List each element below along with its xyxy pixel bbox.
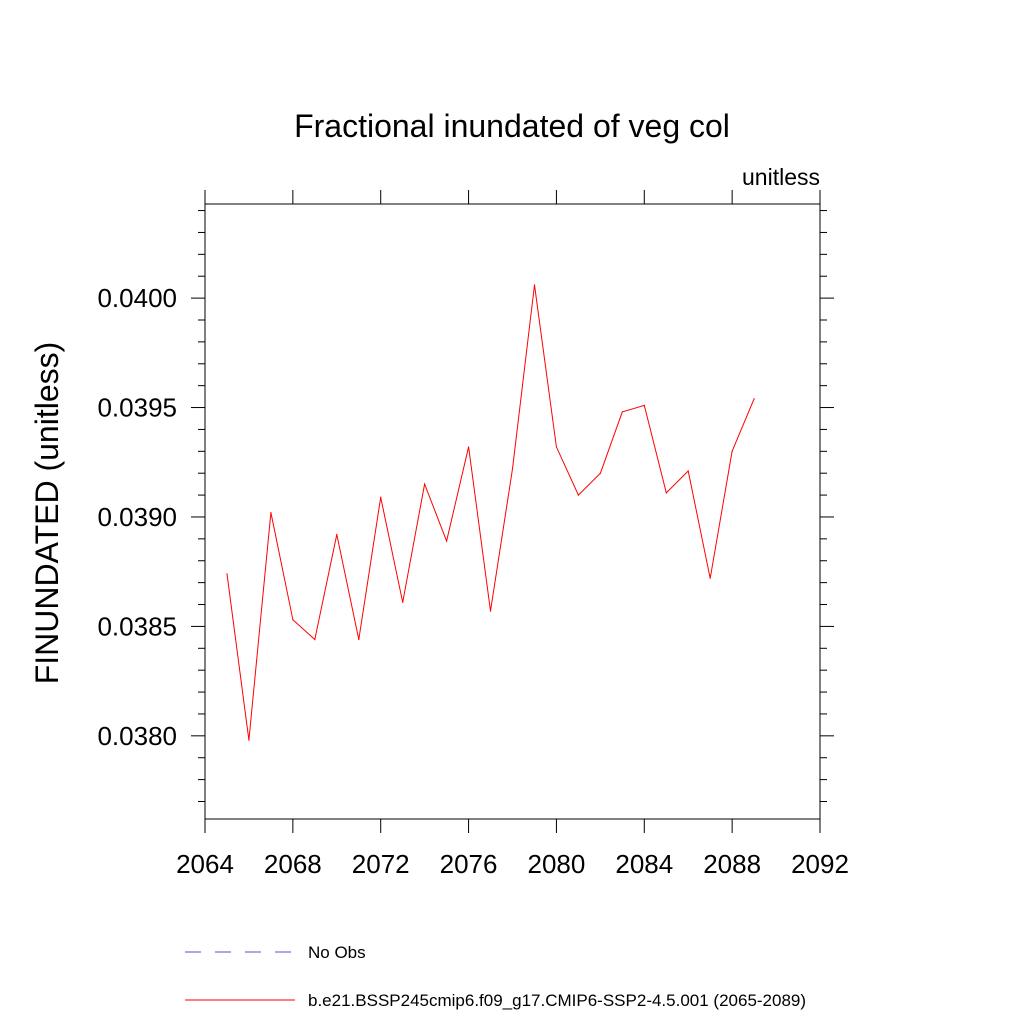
y-tick-label: 0.0395 [97,393,177,423]
data-point [292,619,294,621]
data-point [665,492,667,494]
data-point [555,446,558,448]
data-point [270,511,272,514]
data-point [511,468,514,470]
data-point [226,573,228,575]
legend-label: No Obs [308,943,366,962]
data-point [753,398,755,400]
data-point [467,446,470,448]
data-point [577,494,579,496]
x-tick-label: 2072 [352,849,410,879]
data-point [599,472,601,474]
data-point [402,601,404,603]
data-point [621,411,623,413]
data-point [446,540,448,542]
data-point [687,470,689,472]
data-point [533,284,536,286]
data-point [424,483,426,485]
data-point [336,533,338,536]
data-point [643,404,645,406]
x-tick-label: 2088 [703,849,761,879]
x-tick-label: 2076 [440,849,498,879]
y-axis-label: FINUNDATED (unitless) [29,342,65,685]
legend: No Obs b.e21.BSSP245cmip6.f09_g17.CMIP6-S… [185,943,806,1010]
x-tick-label: 2068 [264,849,322,879]
y-tick-label: 0.0385 [97,611,177,641]
series-line [226,284,755,741]
plot-area [226,284,755,741]
x-tick-label: 2064 [176,849,234,879]
legend-label: b.e21.BSSP245cmip6.f09_g17.CMIP6-SSP2-4.… [308,991,806,1010]
data-point [380,496,382,498]
x-tick-label: 2092 [791,849,849,879]
data-point [314,638,316,641]
x-tick-label: 2080 [528,849,586,879]
data-point [248,739,250,741]
axes: 2064 2068 2072 2076 2080 2084 2088 2092 0.0380 0.… [97,190,849,879]
y-tick-label: 0.0390 [97,502,177,532]
units-label: unitless [742,164,820,190]
data-point [709,577,711,579]
chart-title: Fractional inundated of veg col [294,108,730,144]
data-point [358,638,360,641]
x-tick-label: 2084 [615,849,673,879]
plot-frame [204,203,821,820]
y-tick-label: 0.0400 [97,283,177,313]
y-tick-label: 0.0380 [97,721,177,751]
data-point [731,450,733,452]
data-point [489,610,492,612]
